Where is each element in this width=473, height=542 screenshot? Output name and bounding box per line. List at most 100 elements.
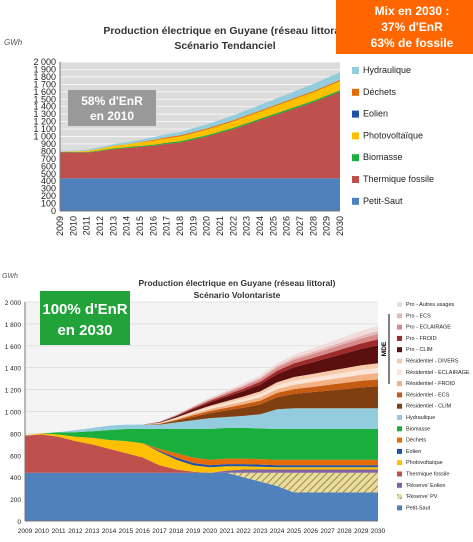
x-tick-label: 2025 — [287, 528, 302, 535]
y-tick-label: 1 600 — [33, 87, 56, 97]
x-tick-label: 2020 — [203, 528, 218, 535]
legend-label-pro-autres-usages: Pro - Autres usages — [406, 302, 455, 308]
x-tick-label: 2027 — [320, 528, 335, 535]
y-tick-label: 1 000 — [33, 132, 56, 142]
series-area-thermique-fossile — [25, 434, 378, 473]
legend-label-eolien: Eolien — [406, 449, 421, 455]
legend-label-residentiel-divers: Résidentiel - DIVERS — [406, 359, 459, 365]
y-tick-label: 1 200 — [33, 117, 56, 127]
legend-swatch-residentiel-ecs — [397, 392, 402, 398]
legend: Hydraulique Déchets Eolien Photovoltaïque Bi… — [352, 65, 434, 206]
x-tick-label: 2014 — [102, 528, 117, 535]
legend-swatch-pro-froid — [397, 335, 402, 341]
legend-swatch-photovoltaique — [352, 132, 359, 140]
chart-title-line2: Scénario Volontariste — [194, 290, 281, 300]
y-tick-label: 300 — [41, 184, 56, 194]
x-tick-label: 2009 — [55, 216, 65, 236]
x-tick-label: 2030 — [371, 528, 386, 535]
x-tick-label: 2022 — [236, 528, 251, 535]
series-area-thermique-fossile — [60, 91, 340, 179]
legend-label-dechets: Déchets — [406, 438, 426, 444]
x-tick-label: 2024 — [270, 528, 285, 535]
x-tick-label: 2028 — [337, 528, 352, 535]
legend-label-petit-saut: Petit-Saut — [406, 505, 431, 511]
series-area-dechets — [25, 433, 378, 466]
legend-swatch-thermique-fossile — [352, 176, 359, 183]
legend-label-photovoltaique: Photovoltaïque — [363, 130, 423, 140]
legend-label-hydraulique: Hydraulique — [406, 415, 435, 421]
series-area-petit-saut — [60, 178, 340, 211]
series-area-pro-clim — [25, 345, 378, 436]
legend-swatch-residentiel-divers — [397, 358, 402, 364]
x-tick-label: 2018 — [169, 528, 184, 535]
x-tick-label: 2020 — [202, 216, 212, 236]
legend-swatch-petit-saut — [397, 505, 402, 511]
legend-swatch-petit-saut — [352, 197, 359, 205]
x-tick-label: 2010 — [68, 216, 78, 236]
y-tick-label: 800 — [41, 146, 56, 156]
chart-tendanciel: Production électrique en Guyane (réseau … — [0, 0, 473, 262]
legend-swatch-residentiel-eclairage — [397, 369, 402, 375]
enr-2010-note-line2: en 2010 — [90, 109, 134, 123]
legend-swatch-dechets — [352, 88, 359, 96]
x-tick-label: 2017 — [152, 528, 167, 535]
mde-label: MDE — [381, 341, 388, 356]
y-tick-label: 900 — [41, 139, 56, 149]
x-tick-label: 2024 — [255, 216, 265, 236]
series-area-photovoltaique — [25, 433, 378, 473]
chart-title-line1: Production électrique en Guyane (réseau … — [103, 25, 346, 37]
x-tick-label: 2023 — [253, 528, 268, 535]
legend-swatch-biomasse — [397, 426, 402, 432]
legend-swatch-pro-clim — [397, 347, 402, 353]
x-tick-label: 2011 — [82, 216, 92, 235]
y-tick-label: 1 200 — [5, 388, 22, 395]
y-tick-label: 800 — [10, 431, 21, 438]
x-tick-label: 2029 — [354, 528, 369, 535]
series-area-residentiel-clim — [25, 386, 378, 436]
y-tick-label: 1 000 — [5, 410, 22, 417]
chart-tendanciel-svg: Production électrique en Guyane (réseau … — [4, 0, 473, 236]
legend-swatch-pro-ecs — [397, 313, 402, 319]
y-tick-label: 0 — [51, 206, 56, 216]
legend-swatch-dechets — [397, 437, 402, 443]
legend-label-petit-saut: Petit-Saut — [363, 196, 403, 206]
enr-2030-callout-line1: 100% d'EnR — [42, 301, 127, 318]
legend-label-pro-ecs: Pro - ECS — [406, 313, 431, 319]
x-tick-label: 2009 — [18, 528, 33, 535]
legend-label-eolien: Eolien — [363, 109, 388, 119]
mix-2030-callout-box — [336, 0, 473, 54]
unit-label: GWh — [2, 273, 18, 280]
legend-swatch-pro-eclairage — [397, 324, 402, 330]
legend-label-pro-froid: Pro - FROID — [406, 336, 437, 342]
y-tick-label: 600 — [10, 453, 21, 460]
legend-label-residentiel-clim: Résidentiel - CLIM — [406, 404, 452, 410]
x-tick-label: 2015 — [135, 216, 145, 236]
y-tick-label: 100 — [41, 199, 56, 209]
legend-label-biomasse: Biomasse — [406, 426, 430, 432]
x-tick-label: 2013 — [85, 528, 100, 535]
x-tick-label: 2013 — [108, 216, 118, 236]
y-tick-label: 1 700 — [33, 79, 56, 89]
x-tick-label: 2026 — [304, 528, 319, 535]
x-tick-label: 2025 — [268, 216, 278, 236]
x-tick-label: 2023 — [242, 216, 252, 236]
x-tick-label: 2029 — [322, 216, 332, 236]
chart-volontariste-svg: Production électrique en Guyane (réseau … — [2, 273, 470, 535]
enr-2030-callout-box — [40, 291, 130, 345]
x-tick-label: 2021 — [219, 528, 234, 535]
legend-swatch-eolien — [397, 448, 402, 454]
unit-label: GWh — [4, 38, 23, 47]
legend-label-reserve-eolien: 'Réserve' Eolien — [406, 483, 445, 489]
y-tick-label: 1 400 — [33, 102, 56, 112]
legend-label-pro-eclairage: Pro - ECLAIRAGE — [406, 325, 451, 331]
series-area-residentiel-froid — [25, 373, 378, 436]
series-area-hydraulique — [25, 408, 378, 436]
x-tick-label: 2028 — [308, 216, 318, 236]
x-tick-label: 2010 — [35, 528, 50, 535]
y-tick-label: 600 — [41, 161, 56, 171]
series-area-biomasse — [25, 427, 378, 460]
x-tick-label: 2021 — [215, 216, 225, 236]
legend-label-reserve-pv: 'Réserve' PV — [406, 494, 438, 500]
x-tick-label: 2016 — [148, 216, 158, 236]
legend: Pro - Autres usages Pro - ECS Pro - ECLAIR… — [397, 302, 470, 511]
